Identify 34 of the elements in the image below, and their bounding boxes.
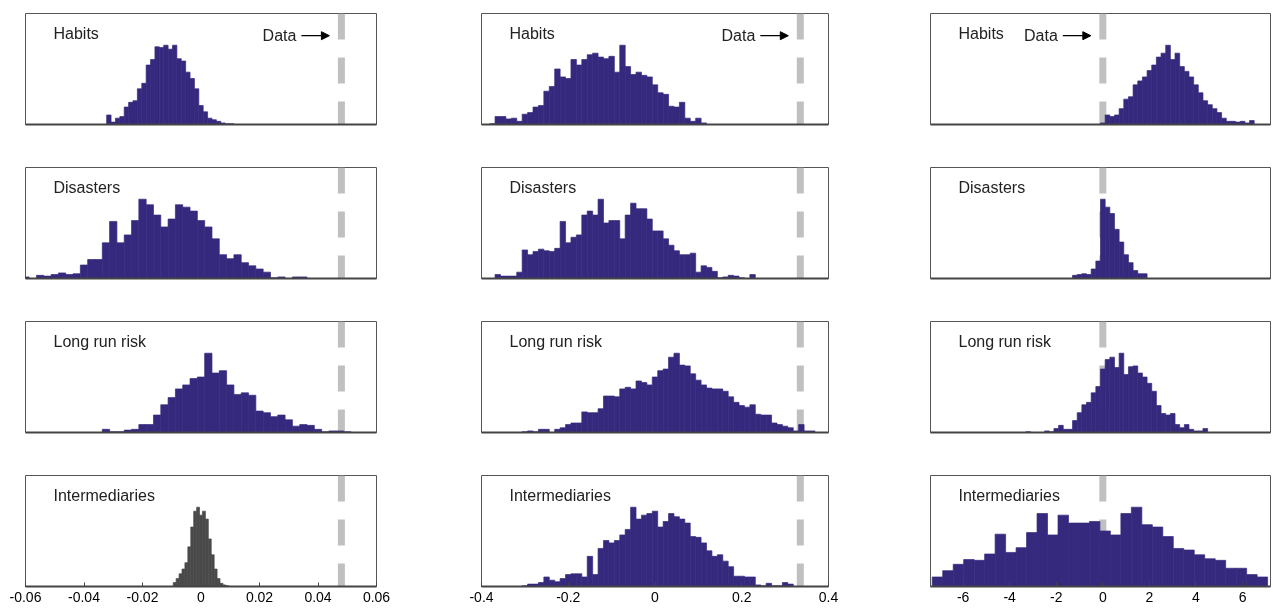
chart-title: Long run risk (958, 333, 1052, 351)
x-tick-label: -0.2 (556, 588, 581, 605)
chart-title: Long run risk (53, 333, 147, 351)
x-tick-label: -0.4 (469, 588, 494, 605)
chart-title: Disasters (958, 179, 1026, 197)
chart-title: Habits (958, 25, 1004, 43)
chart-title: Long run risk (509, 333, 603, 351)
x-tick-label: 0.06 (362, 588, 391, 605)
x-tick-label: 0.2 (732, 588, 752, 605)
x-tick-label: -6 (956, 588, 970, 605)
chart-title: Habits (53, 25, 99, 43)
x-tick-label: 0 (197, 588, 206, 605)
chart-title: Intermediaries (958, 487, 1060, 505)
x-tick-label: -4 (1003, 588, 1017, 605)
text: Data (1024, 27, 1058, 45)
x-tick-label: -0.06 (9, 588, 42, 605)
x-tick-label: 0.04 (304, 588, 332, 605)
x-tick-label: 0 (651, 588, 660, 605)
x-tick-label: 4 (1192, 588, 1201, 605)
x-tick-label: 0 (1098, 588, 1107, 605)
x-tick-label: 0.02 (245, 588, 274, 605)
text: Data (721, 27, 756, 45)
x-tick-label: -2 (1050, 588, 1063, 605)
x-tick-label: -0.04 (68, 588, 101, 605)
x-tick-label: -0.02 (126, 588, 159, 605)
x-tick-label: 2 (1145, 588, 1154, 605)
chart-title: Disasters (509, 179, 577, 197)
text: Data (262, 27, 297, 45)
chart-title: Disasters (53, 179, 121, 197)
chart-title: Habits (509, 25, 555, 43)
x-tick-label: 6 (1238, 588, 1247, 605)
chart-title: Intermediaries (509, 487, 611, 505)
chart-title: Intermediaries (53, 487, 155, 505)
x-tick-label: 0.4 (818, 588, 839, 605)
